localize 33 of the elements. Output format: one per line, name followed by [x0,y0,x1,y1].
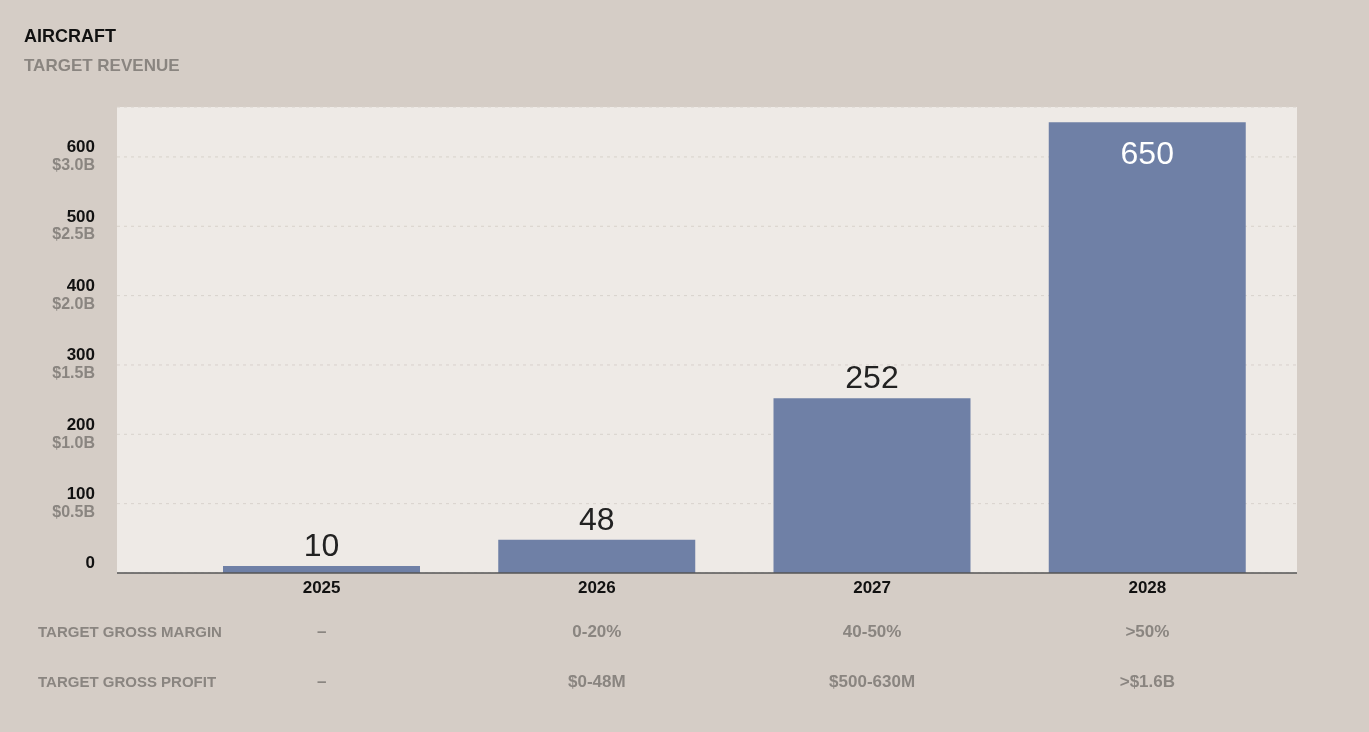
chart-subtitle: TARGET REVENUE [24,56,180,76]
y-tick-label: 0 [85,553,95,573]
text: TARGET GROSS MARGIN [38,623,222,640]
data-label: 48 [578,500,615,537]
text: $500-630M [828,672,917,692]
x-tick-label: 2025 [302,578,341,598]
text: – [315,622,328,642]
text: $0-48M [567,672,627,692]
y2-tick-label: $1.5B [52,364,95,382]
y2-tick-label: $2.0B [52,294,95,312]
y2-tick-label: $2.5B [52,225,95,243]
y-tick-label: 300 [66,345,95,365]
x-tick-label: 2028 [1128,578,1167,598]
y-tick-label: 500 [66,206,95,226]
y2-tick-label: $0.5B [52,502,95,520]
y2-tick-label: $3.0B [52,156,95,174]
text: – [315,672,328,692]
text: 0-20% [571,622,623,642]
y-tick-label: 100 [66,484,95,504]
text: >50% [1124,622,1171,642]
data-label: 10 [303,527,340,564]
data-label: 650 [1120,135,1174,172]
y2-tick-label: $1.0B [52,433,95,451]
text: 40-50% [841,622,903,642]
chart-title: AIRCRAFT [24,26,116,47]
text: >$1.6B [1118,672,1176,692]
x-tick-label: 2026 [577,578,616,598]
y-tick-label: 200 [66,414,95,434]
text: TARGET GROSS PROFIT [38,673,217,690]
x-tick-label: 2027 [853,578,892,598]
y-tick-label: 400 [66,276,95,296]
data-label: 252 [845,359,899,396]
y-tick-label: 600 [66,137,95,157]
